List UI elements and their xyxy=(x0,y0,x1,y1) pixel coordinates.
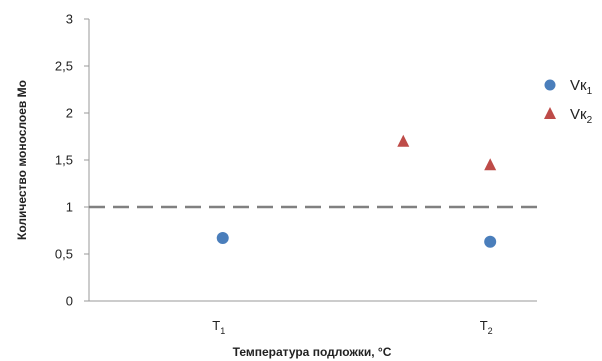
y-tick-label: 1,5 xyxy=(55,153,73,168)
data-point-triangle xyxy=(484,158,497,171)
x-tick-label: T1 xyxy=(212,318,225,336)
data-point-circle xyxy=(484,235,497,248)
y-tick-label: 2 xyxy=(66,106,73,121)
legend-marker-circle xyxy=(544,79,556,91)
legend-label: Vк2 xyxy=(570,106,593,126)
y-axis-ticks: 0 0,5 1 1,5 2 2,5 3 xyxy=(55,12,89,309)
legend-marker-triangle xyxy=(544,107,556,119)
y-tick-label: 0,5 xyxy=(55,247,73,262)
data-points xyxy=(216,134,497,248)
x-axis-title: Температура подложки, °С xyxy=(233,345,392,359)
legend-label: Vк1 xyxy=(570,77,593,97)
x-tick-label: T2 xyxy=(480,318,493,336)
y-tick-label: 0 xyxy=(66,294,73,309)
x-axis-ticks: T1 T2 xyxy=(212,318,492,336)
y-tick-label: 3 xyxy=(66,12,73,27)
y-tick-label: 1 xyxy=(66,200,73,215)
data-point-triangle xyxy=(397,134,410,147)
y-axis-title: Количество монослоев Мо xyxy=(15,80,29,240)
y-tick-label: 2,5 xyxy=(55,59,73,74)
data-point-circle xyxy=(216,232,229,245)
